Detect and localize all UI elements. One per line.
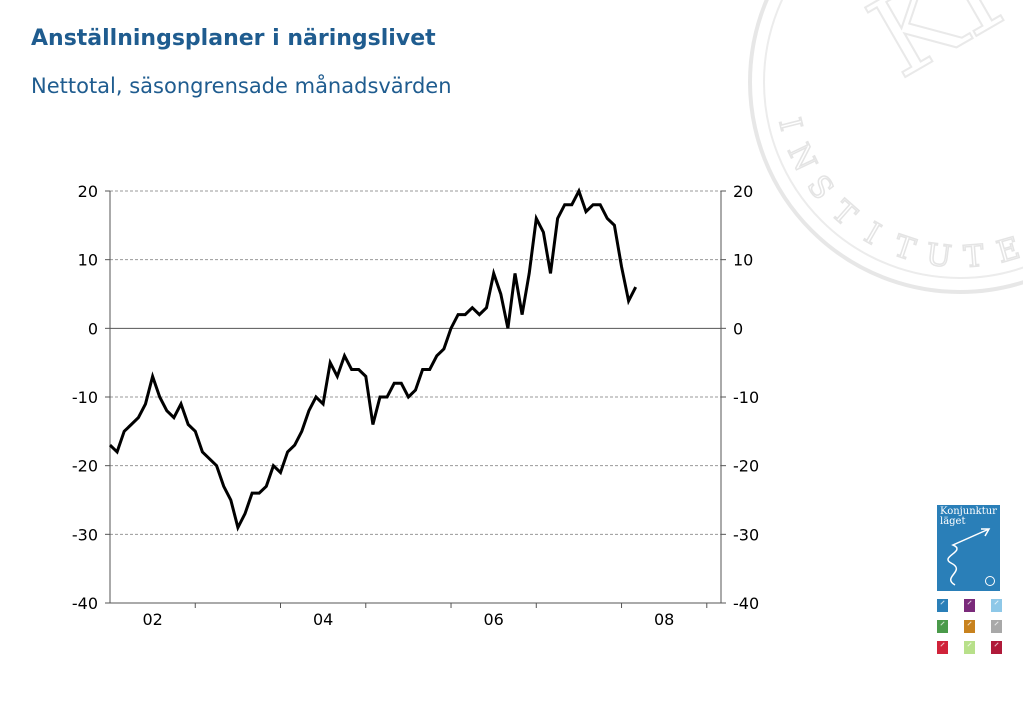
publication-thumbnail[interactable] [964, 641, 975, 654]
tick-labels: 20 20 10 10 0 0 -10 -10 -20 -20 -30 -30 -40 -40 02 04 06… [72, 182, 759, 629]
gridlines [110, 190, 721, 535]
publication-thumbnail[interactable] [964, 620, 975, 633]
publication-thumbnail[interactable] [964, 599, 975, 612]
y-tick-label-right: -20 [733, 457, 759, 476]
y-tick-label-left: 0 [88, 319, 98, 338]
y-tick-label-left: -20 [72, 457, 98, 476]
publication-thumbnail[interactable] [937, 599, 948, 612]
series-line [108, 187, 638, 532]
y-tick-label-right: -10 [733, 388, 759, 407]
publication-thumbnail[interactable] [991, 641, 1002, 654]
cover-arrowhead [981, 528, 991, 537]
y-tick-label-right: 20 [733, 182, 753, 201]
chart-subtitle: Nettotal, säsongrensade månadsvärden [31, 74, 452, 98]
y-tick-label-right: -30 [733, 525, 759, 544]
cover-graphic [947, 528, 995, 586]
series [108, 187, 638, 532]
seal-letter: U [924, 237, 953, 275]
y-tick-label-left: 10 [78, 251, 98, 270]
y-tick-label-left: -10 [72, 388, 98, 407]
y-tick-label-left: -30 [72, 525, 98, 544]
publication-thumbnail[interactable] [937, 620, 948, 633]
x-tick-label: 08 [654, 610, 674, 629]
ki-watermark-seal: INSTITUTET KI [748, 0, 1023, 294]
x-tick-label: 02 [142, 610, 162, 629]
seal-letter: T [962, 239, 985, 275]
publication-cover-title: Konjunktur läget [940, 506, 997, 527]
y-tick-label-right: -40 [733, 594, 759, 613]
y-tick-label-right: 0 [733, 319, 743, 338]
cover-swirl [947, 528, 990, 586]
publication-cover: Konjunktur läget [937, 505, 1000, 591]
y-tick-label-right: 10 [733, 251, 753, 270]
x-tick-label: 06 [483, 610, 503, 629]
publication-thumbnail[interactable] [991, 620, 1002, 633]
seal-outer-ring [748, 0, 1023, 294]
publication-thumbnail[interactable] [937, 641, 948, 654]
y-tick-label-left: 20 [78, 182, 98, 201]
publication-thumbnail[interactable] [991, 599, 1002, 612]
x-tick-label: 04 [313, 610, 333, 629]
y-tick-label-left: -40 [72, 594, 98, 613]
cover-ki-badge [985, 576, 995, 586]
chart-title: Anställningsplaner i näringslivet [31, 26, 436, 51]
seal-inner-ring [763, 0, 1023, 279]
axes [105, 190, 726, 608]
